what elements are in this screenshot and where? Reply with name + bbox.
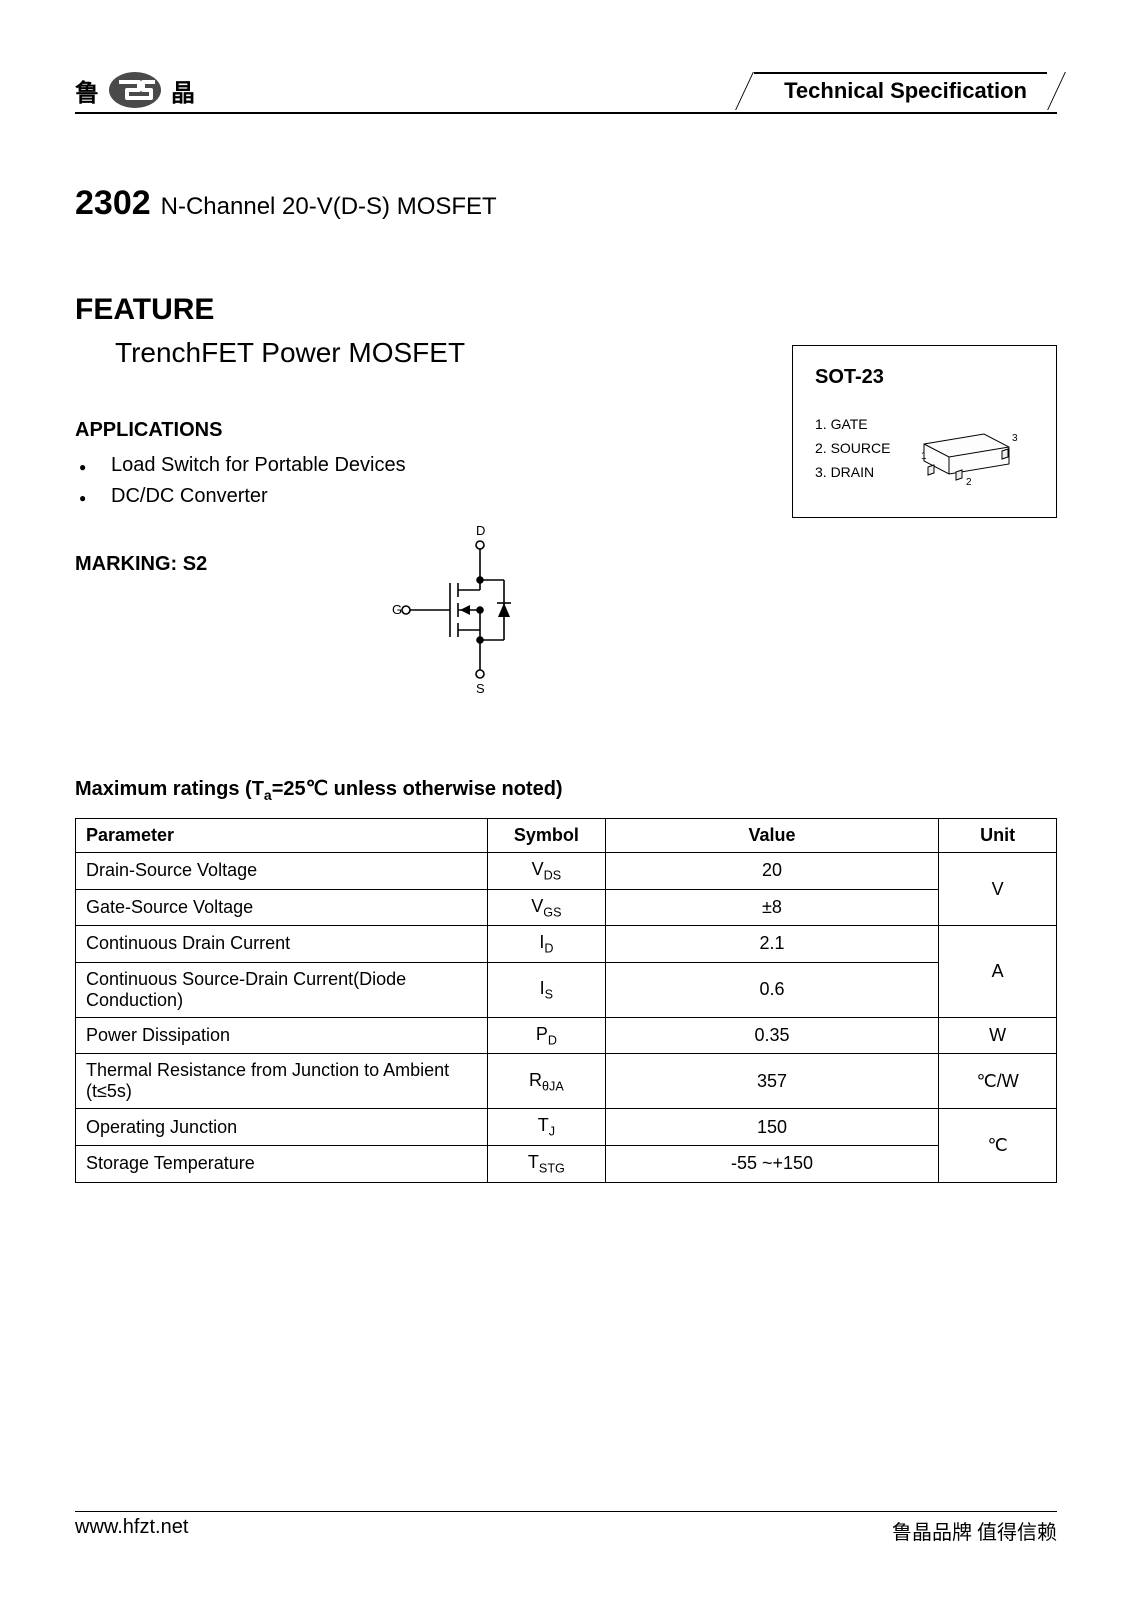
title-row: 2302 N-Channel 20-V(D-S) MOSFET	[75, 184, 1057, 223]
table-row: Power DissipationPD0.35W	[76, 1017, 1057, 1054]
pin-label: 1. GATE	[815, 413, 890, 437]
svg-text:2: 2	[966, 477, 972, 488]
package-name: SOT-23	[815, 366, 1038, 389]
cell-symbol: VDS	[488, 853, 606, 890]
cell-symbol: TSTG	[488, 1145, 606, 1182]
cell-unit: A	[939, 926, 1057, 1018]
table-row: Drain-Source VoltageVDS20V	[76, 853, 1057, 890]
page-header: 鲁 晶 Technical Specification	[75, 70, 1057, 114]
cell-unit: ℃/W	[939, 1054, 1057, 1109]
cell-parameter: Power Dissipation	[76, 1017, 488, 1054]
pin-label: 3. DRAIN	[815, 461, 890, 485]
cell-unit: ℃	[939, 1109, 1057, 1182]
cell-unit: W	[939, 1017, 1057, 1054]
cell-parameter: Storage Temperature	[76, 1145, 488, 1182]
cell-parameter: Continuous Source-Drain Current(Diode Co…	[76, 962, 488, 1017]
cell-symbol: RθJA	[488, 1054, 606, 1109]
cell-value: 357	[605, 1054, 939, 1109]
table-row: Thermal Resistance from Junction to Ambi…	[76, 1054, 1057, 1109]
logo-char-right: 晶	[171, 73, 195, 108]
col-unit: Unit	[939, 819, 1057, 853]
mosfet-schematic: D G	[380, 525, 540, 705]
footer-url: www.hfzt.net	[75, 1516, 188, 1545]
cell-value: -55 ~+150	[605, 1145, 939, 1182]
table-row: Storage TemperatureTSTG-55 ~+150	[76, 1145, 1057, 1182]
ratings-table: Parameter Symbol Value Unit Drain-Source…	[75, 818, 1057, 1183]
part-number: 2302	[75, 184, 151, 223]
svg-text:3: 3	[1012, 433, 1018, 444]
svg-text:D: D	[476, 525, 485, 538]
cell-value: 20	[605, 853, 939, 890]
footer-slogan: 鲁晶品牌 值得信赖	[892, 1516, 1057, 1545]
package-drawing: 1 2 3	[904, 409, 1024, 489]
ratings-heading: Maximum ratings (Ta=25℃ unless otherwise…	[75, 776, 1057, 803]
cell-value: 2.1	[605, 926, 939, 963]
col-parameter: Parameter	[76, 819, 488, 853]
cell-value: 0.35	[605, 1017, 939, 1054]
cell-parameter: Drain-Source Voltage	[76, 853, 488, 890]
svg-text:1: 1	[921, 451, 927, 462]
table-row: Continuous Drain CurrentID2.1A	[76, 926, 1057, 963]
cell-value: 150	[605, 1109, 939, 1146]
table-row: Gate-Source VoltageVGS±8	[76, 889, 1057, 926]
logo-badge	[107, 70, 163, 110]
col-symbol: Symbol	[488, 819, 606, 853]
svg-text:G: G	[392, 602, 402, 617]
svg-text:S: S	[476, 681, 485, 696]
cell-symbol: TJ	[488, 1109, 606, 1146]
cell-parameter: Gate-Source Voltage	[76, 889, 488, 926]
spec-tab: Technical Specification	[744, 72, 1057, 110]
marking-label: MARKING: S2	[75, 553, 1057, 576]
cell-symbol: VGS	[488, 889, 606, 926]
feature-heading: FEATURE	[75, 293, 1057, 327]
brand-logo: 鲁 晶	[75, 70, 195, 110]
cell-symbol: ID	[488, 926, 606, 963]
spec-label: Technical Specification	[784, 78, 1027, 103]
cell-symbol: PD	[488, 1017, 606, 1054]
cell-value: ±8	[605, 889, 939, 926]
cell-parameter: Thermal Resistance from Junction to Ambi…	[76, 1054, 488, 1109]
cell-value: 0.6	[605, 962, 939, 1017]
col-value: Value	[605, 819, 939, 853]
table-row: Continuous Source-Drain Current(Diode Co…	[76, 962, 1057, 1017]
cell-parameter: Operating Junction	[76, 1109, 488, 1146]
part-description: N-Channel 20-V(D-S) MOSFET	[161, 193, 497, 221]
table-header-row: Parameter Symbol Value Unit	[76, 819, 1057, 853]
package-box: SOT-23 1. GATE 2. SOURCE 3. DRAIN 1 2 3	[792, 345, 1057, 518]
page-footer: www.hfzt.net 鲁晶品牌 值得信赖	[75, 1511, 1057, 1545]
pin-labels: 1. GATE 2. SOURCE 3. DRAIN	[815, 413, 890, 484]
pin-label: 2. SOURCE	[815, 437, 890, 461]
cell-parameter: Continuous Drain Current	[76, 926, 488, 963]
logo-char-left: 鲁	[75, 73, 99, 108]
cell-symbol: IS	[488, 962, 606, 1017]
cell-unit: V	[939, 853, 1057, 926]
table-row: Operating JunctionTJ150℃	[76, 1109, 1057, 1146]
